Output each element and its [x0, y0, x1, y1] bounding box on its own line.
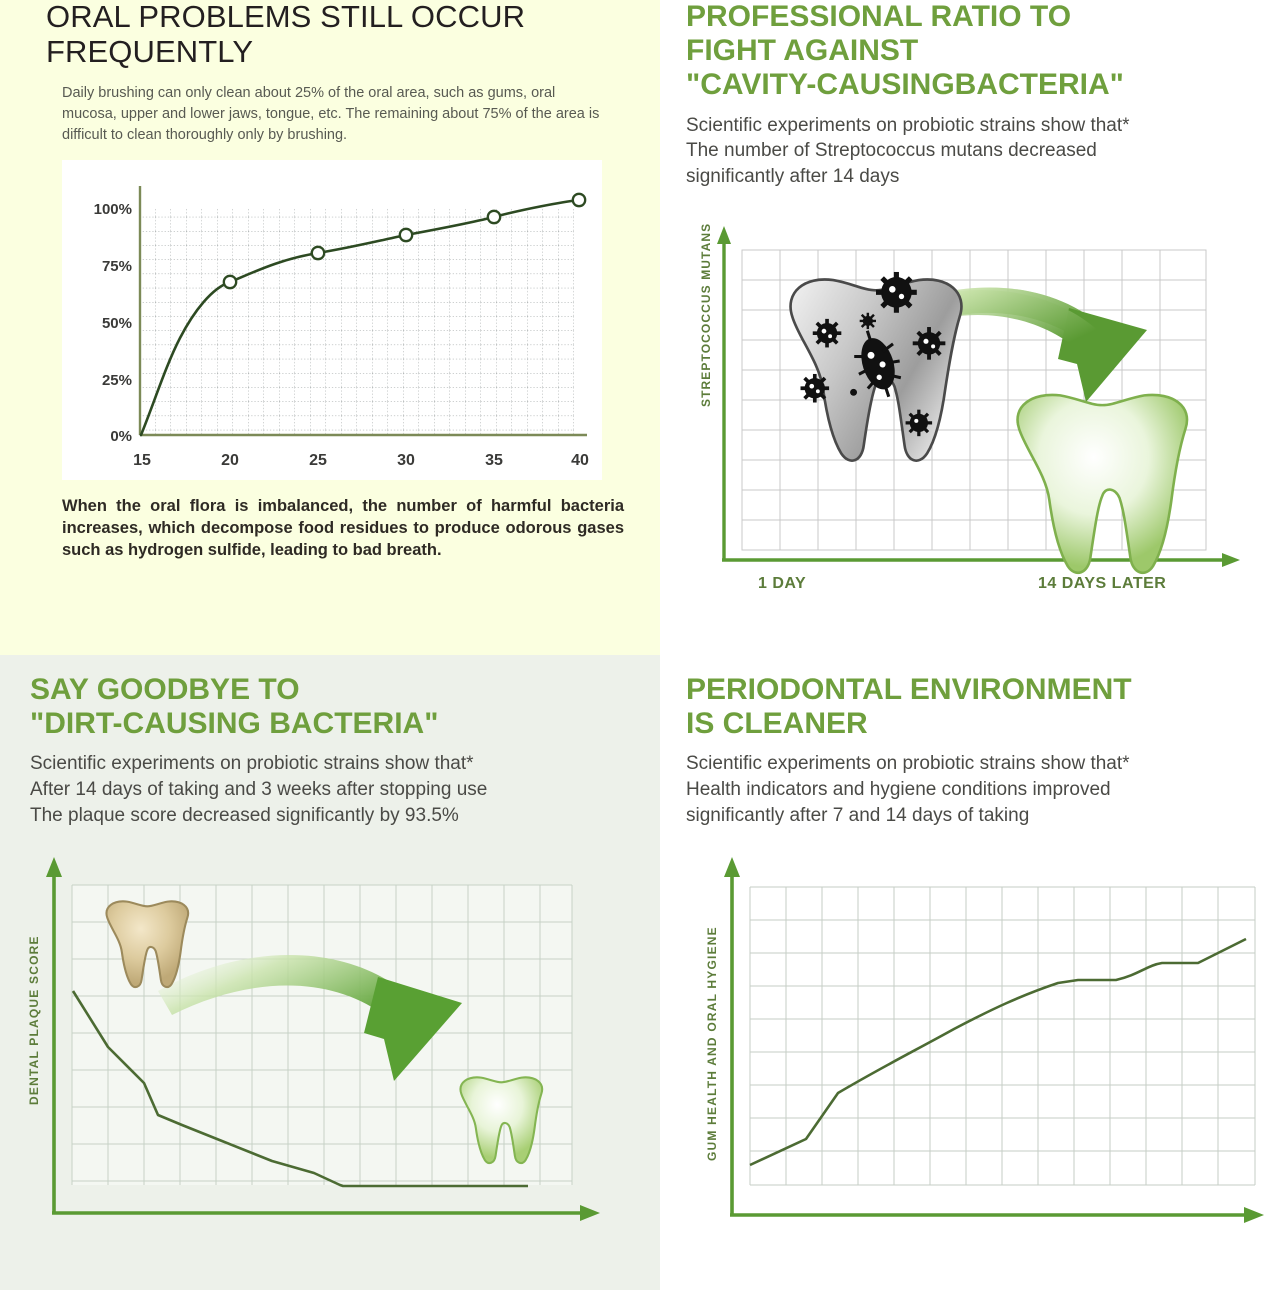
panel-title-professional-ratio: PROFESSIONAL RATIO TO FIGHT AGAINST "CAV…	[686, 0, 1275, 103]
axes	[724, 856, 1264, 1223]
axes	[46, 856, 600, 1221]
chart-oral-area-coverage: 100% 75% 50% 25% 0% 15 20 25 30 35 40	[62, 160, 602, 481]
x-tick-label-1day: 1 DAY	[758, 575, 806, 592]
x-tick-label-14days: 14 DAYS LATER	[1038, 575, 1166, 592]
svg-text:50%: 50%	[102, 315, 132, 332]
svg-text:20: 20	[221, 452, 239, 469]
panel-periodontal-environment: PERIODONTAL ENVIRONMENT IS CLEANER Scien…	[660, 655, 1285, 1290]
svg-text:30: 30	[397, 452, 415, 469]
title-line-2: IS CLEANER	[686, 707, 868, 741]
curved-arrow-icon	[158, 954, 462, 1081]
chart-gum-health: GUM HEALTH AND ORAL HYGIENE	[686, 843, 1285, 1243]
title-line-1: PERIODONTAL ENVIRONMENT	[686, 673, 1132, 706]
chart-streptococcus-mutans: STREPTOCOCCUS MUTANS 1 DAY 14 DAYS LATER	[686, 212, 1256, 612]
panel-oral-problems: ORAL PROBLEMS STILL OCCUR FREQUENTLY Dai…	[0, 0, 660, 655]
body-line-2: After 14 days of taking and 3 weeks afte…	[30, 779, 488, 801]
panel-footer-oral-problems: When the oral flora is imbalanced, the n…	[62, 497, 624, 560]
y-axis-label-strep: STREPTOCOCCUS MUTANS	[699, 223, 713, 407]
chart-svg-plaque: DENTAL PLAQUE SCORE	[27, 856, 600, 1221]
body-line-1: Scientific experiments on probiotic stra…	[686, 114, 1130, 136]
title-line-2: "DIRT-CAUSING BACTERIA"	[30, 707, 439, 741]
infected-tooth-icon	[789, 272, 963, 462]
body-line-2: Health indicators and hygiene conditions…	[686, 779, 1111, 801]
panel-say-goodbye: SAY GOODBYE TO "DIRT-CAUSING BACTERIA" S…	[0, 655, 660, 1290]
clean-tooth-icon	[459, 1076, 544, 1164]
grid-area	[140, 208, 574, 436]
chart-svg-gum: GUM HEALTH AND ORAL HYGIENE	[705, 856, 1264, 1223]
grid-lines	[749, 886, 1256, 1186]
panel-body-oral-problems: Daily brushing can only clean about 25% …	[62, 85, 600, 144]
svg-text:25%: 25%	[102, 372, 132, 389]
svg-text:0%: 0%	[110, 428, 132, 445]
svg-text:35: 35	[485, 452, 503, 469]
coverage-markers	[222, 193, 587, 290]
panel-body-say-goodbye: Scientific experiments on probiotic stra…	[30, 751, 644, 828]
y-axis-label-gum: GUM HEALTH AND ORAL HYGIENE	[705, 926, 719, 1161]
title-line-3: "CAVITY-CAUSINGBACTERIA"	[686, 68, 1124, 102]
panel-title-oral-problems: ORAL PROBLEMS STILL OCCUR FREQUENTLY	[46, 0, 526, 69]
panel-body-professional-ratio: Scientific experiments on probiotic stra…	[686, 113, 1275, 190]
panel-professional-ratio: PROFESSIONAL RATIO TO FIGHT AGAINST "CAV…	[660, 0, 1285, 655]
y-tick-labels: 100% 75% 50% 25% 0%	[94, 201, 132, 445]
svg-text:40: 40	[571, 452, 589, 469]
panel-body-periodontal: Scientific experiments on probiotic stra…	[686, 751, 1285, 828]
healthy-tooth-icon	[1016, 393, 1189, 575]
y-axis-label-plaque: DENTAL PLAQUE SCORE	[27, 935, 41, 1105]
svg-text:25: 25	[309, 452, 327, 469]
chart-dental-plaque-score: DENTAL PLAQUE SCORE	[10, 843, 650, 1243]
panel-title-say-goodbye: SAY GOODBYE TO "DIRT-CAUSING BACTERIA"	[30, 655, 644, 741]
gum-health-line	[749, 937, 1247, 1167]
plaque-line	[71, 990, 528, 1188]
panel-title-periodontal: PERIODONTAL ENVIRONMENT IS CLEANER	[686, 655, 1285, 741]
title-line-2: FIGHT AGAINST	[686, 34, 919, 68]
bacteria-cluster	[800, 272, 946, 437]
x-tick-labels: 15 20 25 30 35 40	[133, 452, 589, 469]
svg-text:15: 15	[133, 452, 151, 469]
body-line-3: significantly after 7 and 14 days of tak…	[686, 805, 1030, 827]
body-line-2: The number of Streptococcus mutans decre…	[686, 140, 1097, 162]
svg-text:100%: 100%	[94, 201, 132, 218]
chart-svg-strep: STREPTOCOCCUS MUTANS 1 DAY 14 DAYS LATER	[699, 223, 1240, 592]
rod-bacterium-icon	[854, 330, 902, 398]
title-line-1: SAY GOODBYE TO	[30, 673, 300, 706]
body-line-3: significantly after 14 days	[686, 166, 900, 188]
svg-text:75%: 75%	[102, 258, 132, 275]
body-line-1: Scientific experiments on probiotic stra…	[686, 753, 1130, 775]
body-line-1: Scientific experiments on probiotic stra…	[30, 753, 474, 775]
body-line-3: The plaque score decreased significantly…	[30, 805, 459, 827]
title-line-1: PROFESSIONAL RATIO TO	[686, 0, 1072, 33]
plaque-tooth-icon	[105, 900, 190, 988]
chart-svg-coverage: 100% 75% 50% 25% 0% 15 20 25 30 35 40	[94, 186, 589, 469]
